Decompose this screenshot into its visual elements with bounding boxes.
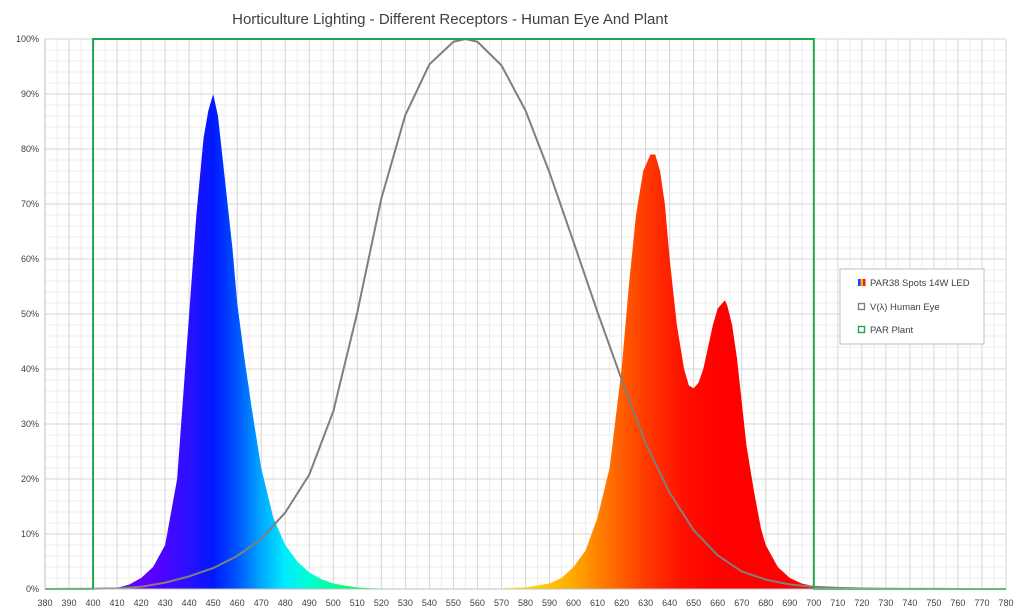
x-tick-label: 380 [37,598,52,608]
x-tick-label: 720 [854,598,869,608]
x-tick-label: 700 [806,598,821,608]
x-tick-label: 770 [974,598,989,608]
x-tick-labels: 380 390 400 410 420 430 440 450 460 470 480 490 500 5… [37,598,1013,608]
x-tick-label: 450 [206,598,221,608]
legend-label-human-eye: V(λ) Human Eye [870,302,940,313]
y-tick-label: 80% [21,144,39,154]
x-tick-label: 650 [686,598,701,608]
x-tick-label: 780 [998,598,1013,608]
x-tick-label: 690 [782,598,797,608]
y-tick-label: 100% [16,34,39,44]
x-tick-label: 600 [566,598,581,608]
legend-swatch-par-plant [857,325,866,334]
legend-item-human-eye: V(λ) Human Eye [857,302,940,313]
x-tick-label: 630 [638,598,653,608]
x-tick-label: 550 [446,598,461,608]
chart-title: Horticulture Lighting - Different Recept… [232,11,669,28]
x-tick-label: 640 [662,598,677,608]
x-tick-label: 580 [518,598,533,608]
x-tick-label: 610 [590,598,605,608]
legend-swatch-led-blue [858,279,861,286]
legend-swatch-led-yellow [860,279,863,286]
x-tick-label: 510 [350,598,365,608]
x-tick-label: 680 [758,598,773,608]
x-tick-label: 530 [398,598,413,608]
legend-item-par-plant: PAR Plant [857,325,913,336]
x-tick-label: 710 [830,598,845,608]
x-tick-label: 590 [542,598,557,608]
x-tick-label: 480 [278,598,293,608]
x-tick-label: 460 [230,598,245,608]
x-tick-label: 750 [926,598,941,608]
y-tick-label: 90% [21,89,39,99]
x-tick-label: 540 [422,598,437,608]
x-tick-label: 740 [902,598,917,608]
y-tick-label: 0% [26,584,39,594]
y-tick-label: 10% [21,529,39,539]
x-tick-label: 470 [254,598,269,608]
x-tick-label: 670 [734,598,749,608]
series-led-spectrum-area [93,94,862,589]
x-tick-label: 400 [86,598,101,608]
y-tick-label: 40% [21,364,39,374]
y-tick-labels: 0% 10% 20% 30% 40% 50% 60% 70% 80% 90% 100% [16,34,39,594]
y-tick-label: 60% [21,254,39,264]
y-tick-label: 50% [21,309,39,319]
legend-label-par-plant: PAR Plant [870,325,913,336]
legend: PAR38 Spots 14W LED V(λ) Human Eye PAR P… [839,268,985,345]
legend-item-led: PAR38 Spots 14W LED [858,278,970,289]
x-tick-label: 440 [182,598,197,608]
series-human-eye-line [45,38,1006,590]
legend-swatch-human-eye [857,302,866,311]
y-tick-label: 70% [21,199,39,209]
x-tick-label: 730 [878,598,893,608]
legend-swatch-led-red [863,279,866,286]
x-tick-label: 660 [710,598,725,608]
x-tick-label: 560 [470,598,485,608]
x-tick-label: 520 [374,598,389,608]
x-tick-label: 420 [134,598,149,608]
x-tick-label: 490 [302,598,317,608]
x-tick-label: 760 [950,598,965,608]
y-tick-label: 20% [21,474,39,484]
x-tick-label: 430 [158,598,173,608]
x-tick-label: 410 [110,598,125,608]
legend-label-led: PAR38 Spots 14W LED [870,278,970,289]
x-tick-label: 570 [494,598,509,608]
x-tick-label: 390 [62,598,77,608]
x-tick-label: 500 [326,598,341,608]
x-tick-label: 620 [614,598,629,608]
y-tick-label: 30% [21,419,39,429]
